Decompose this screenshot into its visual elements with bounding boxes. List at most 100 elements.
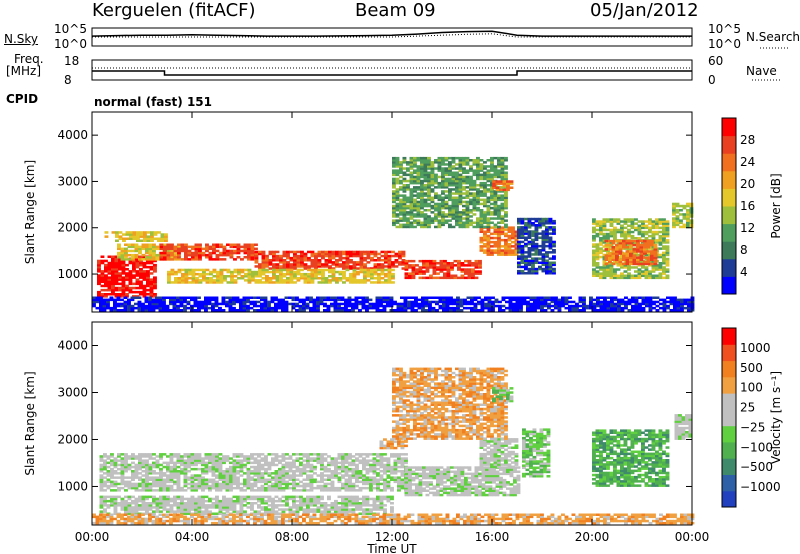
heatmap-cell (145, 467, 149, 471)
heatmap-cell (524, 242, 528, 246)
heatmap-cell (511, 240, 515, 244)
heatmap-cell (490, 167, 494, 170)
heatmap-cell (441, 192, 445, 195)
heatmap-cell (644, 268, 649, 271)
heatmap-cell (127, 465, 132, 469)
heatmap-cell (139, 235, 144, 238)
heatmap-cell (366, 270, 371, 274)
heatmap-cell (441, 211, 445, 214)
heatmap-cell (152, 482, 156, 486)
heatmap-cell (352, 270, 357, 274)
heatmap-cell (449, 298, 453, 302)
heatmap-cell (651, 237, 656, 240)
heatmap-cell (689, 211, 694, 214)
heatmap-cell (298, 304, 303, 308)
heatmap-cell (403, 298, 408, 302)
heatmap-cell (430, 190, 435, 193)
heatmap-cell (359, 250, 364, 254)
heatmap-cell (274, 304, 278, 308)
heatmap-cell (118, 237, 123, 240)
heatmap-cell (247, 258, 251, 261)
heatmap-cell (423, 173, 428, 177)
heatmap-cell (338, 272, 343, 276)
heatmap-cell (406, 221, 410, 224)
heatmap-cell (345, 256, 350, 260)
heatmap-cell (166, 463, 170, 467)
heatmap-cell (254, 254, 259, 258)
heatmap-cell (271, 459, 275, 462)
heatmap-cell (226, 275, 231, 278)
heatmap-cell (275, 281, 280, 284)
heatmap-cell (458, 159, 463, 162)
heatmap-cell (500, 161, 505, 164)
heatmap-cell (651, 270, 656, 273)
heatmap-cell (490, 179, 494, 183)
heatmap-cell (142, 272, 147, 275)
heatmap-cell (458, 225, 463, 229)
heatmap-cell (169, 296, 173, 299)
heatmap-cell (323, 302, 327, 306)
heatmap-cell (183, 300, 187, 304)
heatmap-cell (413, 161, 417, 164)
heatmap-cell (177, 243, 181, 246)
heatmap-cell (410, 300, 415, 304)
heatmap-cell (138, 489, 142, 492)
heatmap-cell (427, 159, 431, 162)
heatmap-cell (420, 188, 424, 191)
heatmap-cell (387, 281, 392, 284)
heatmap-cell (274, 309, 278, 312)
heatmap-cell (465, 159, 470, 162)
heatmap-cell (627, 302, 632, 306)
heatmap-cell (253, 478, 258, 481)
heatmap-cell (141, 453, 146, 456)
heatmap-cell (111, 278, 115, 281)
heatmap-cell (490, 217, 494, 220)
heatmap-cell (527, 234, 532, 237)
heatmap-cell (458, 161, 463, 164)
heatmap-cell (177, 247, 181, 251)
heatmap-cell (342, 252, 346, 256)
heatmap-cell (120, 304, 124, 308)
heatmap-cell (99, 484, 104, 488)
heatmap-cell (469, 221, 473, 224)
heatmap-cell (194, 453, 198, 456)
heatmap-cell (307, 281, 311, 284)
heatmap-cell (504, 192, 508, 195)
heatmap-cell (616, 220, 621, 223)
heatmap-cell (305, 302, 310, 306)
heatmap-cell (582, 306, 586, 310)
heatmap-cell (686, 213, 690, 216)
heatmap-cell (124, 484, 128, 488)
heatmap-cell (246, 457, 251, 460)
heatmap-cell (152, 463, 156, 467)
heatmap-cell (623, 234, 628, 238)
heatmap-cell (145, 258, 149, 261)
heatmap-cell (606, 302, 611, 306)
heatmap-cell (330, 296, 334, 299)
heatmap-cell (141, 465, 146, 469)
heatmap-cell (636, 262, 640, 266)
heatmap-cell (620, 309, 625, 312)
heatmap-cell (392, 179, 396, 183)
heatmap-cell (271, 457, 275, 460)
heatmap-cell (430, 196, 435, 199)
heatmap-cell (267, 480, 272, 484)
heatmap-cell (484, 302, 488, 306)
heatmap-cell (243, 472, 247, 475)
heatmap-cell (434, 186, 438, 189)
heatmap-cell (184, 249, 188, 253)
heatmap-cell (451, 211, 456, 214)
heatmap-cell (420, 198, 424, 202)
heatmap-cell (534, 249, 539, 252)
heatmap-cell (595, 255, 600, 259)
heatmap-cell (669, 298, 674, 302)
heatmap-cell (476, 209, 480, 212)
heatmap-cell (653, 246, 658, 249)
heatmap-cell (191, 256, 195, 259)
heatmap-cell (100, 261, 105, 265)
heatmap-cell (232, 472, 237, 475)
heatmap-cell (239, 486, 244, 490)
heatmap-cell (384, 259, 388, 262)
heatmap-cell (257, 489, 261, 492)
heatmap-cell (183, 461, 188, 465)
